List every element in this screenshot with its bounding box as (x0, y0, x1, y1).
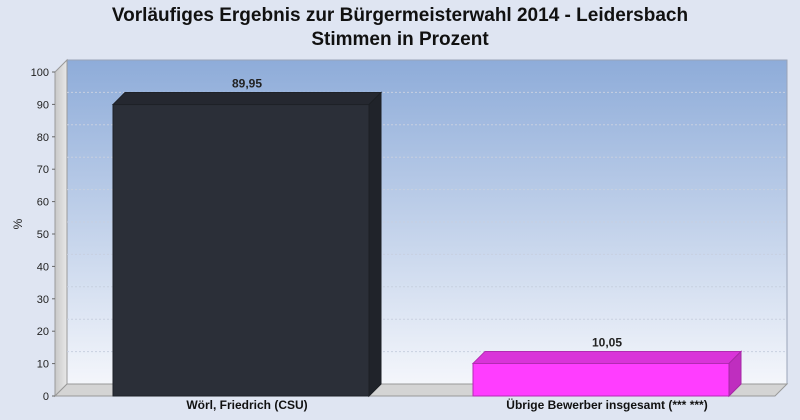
y-tick-label: 90 (37, 99, 49, 111)
y-axis-ticks: 0 10 20 30 40 50 60 70 80 90 100 (31, 67, 55, 403)
chart-subtitle: Stimmen in Prozent (311, 29, 489, 50)
category-label: Wörl, Friedrich (CSU) (186, 398, 307, 412)
data-label: 10,05 (592, 335, 622, 349)
category-labels: Wörl, Friedrich (CSU) Übrige Bewerber ins… (186, 397, 707, 412)
chart-title-block: Vorläufiges Ergebnis zur Bürgermeisterwa… (0, 4, 800, 52)
bar-side (368, 91, 382, 398)
y-tick-label: 30 (37, 294, 49, 306)
plot-left-wall (54, 58, 68, 398)
y-tick-label: 10 (37, 359, 49, 371)
bar-side (728, 350, 742, 398)
y-axis-label: % (11, 218, 25, 229)
y-tick-label: 20 (37, 326, 49, 338)
data-label: 89,95 (232, 77, 262, 91)
y-tick-label: 50 (37, 229, 49, 241)
category-label: Übrige Bewerber insgesamt (*** ***) (506, 397, 707, 412)
bars: 89,95 10,05 (111, 77, 743, 398)
y-tick-label: 80 (37, 132, 49, 144)
bar-top (111, 92, 383, 106)
chart-title: Vorläufiges Ergebnis zur Bürgermeisterwa… (111, 5, 689, 26)
y-tick-label: 60 (37, 197, 49, 209)
bar-top (471, 350, 743, 364)
y-tick-label: 0 (43, 391, 49, 403)
y-tick-label: 100 (31, 67, 49, 79)
bar (472, 362, 730, 397)
y-tick-label: 70 (37, 164, 49, 176)
y-tick-label: 40 (37, 261, 49, 273)
bar (112, 104, 370, 397)
